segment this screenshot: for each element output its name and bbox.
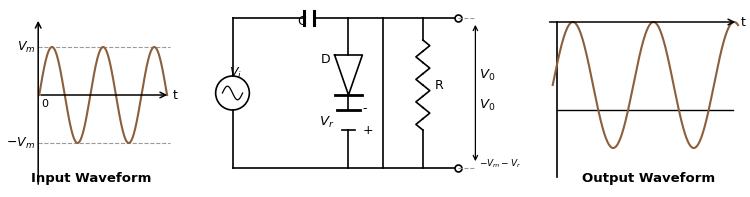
Text: C: C (298, 15, 306, 28)
Text: $V_0$: $V_0$ (479, 98, 496, 112)
Text: t: t (173, 88, 178, 101)
Text: t: t (741, 16, 746, 29)
Text: $-V_m$: $-V_m$ (6, 136, 35, 151)
Text: $V_i$: $V_i$ (229, 66, 242, 81)
Text: R: R (435, 78, 443, 91)
Text: 0: 0 (41, 99, 48, 109)
Text: Input Waveform: Input Waveform (31, 172, 151, 185)
Text: D: D (321, 53, 331, 66)
Text: $V_0$: $V_0$ (479, 67, 496, 83)
Text: +: + (362, 125, 373, 138)
Text: $-V_m-V_r$: $-V_m-V_r$ (479, 157, 521, 170)
Text: -: - (362, 102, 367, 115)
Text: $V_m$: $V_m$ (16, 39, 35, 55)
Text: Output Waveform: Output Waveform (582, 172, 716, 185)
Text: $V_r$: $V_r$ (320, 114, 334, 130)
